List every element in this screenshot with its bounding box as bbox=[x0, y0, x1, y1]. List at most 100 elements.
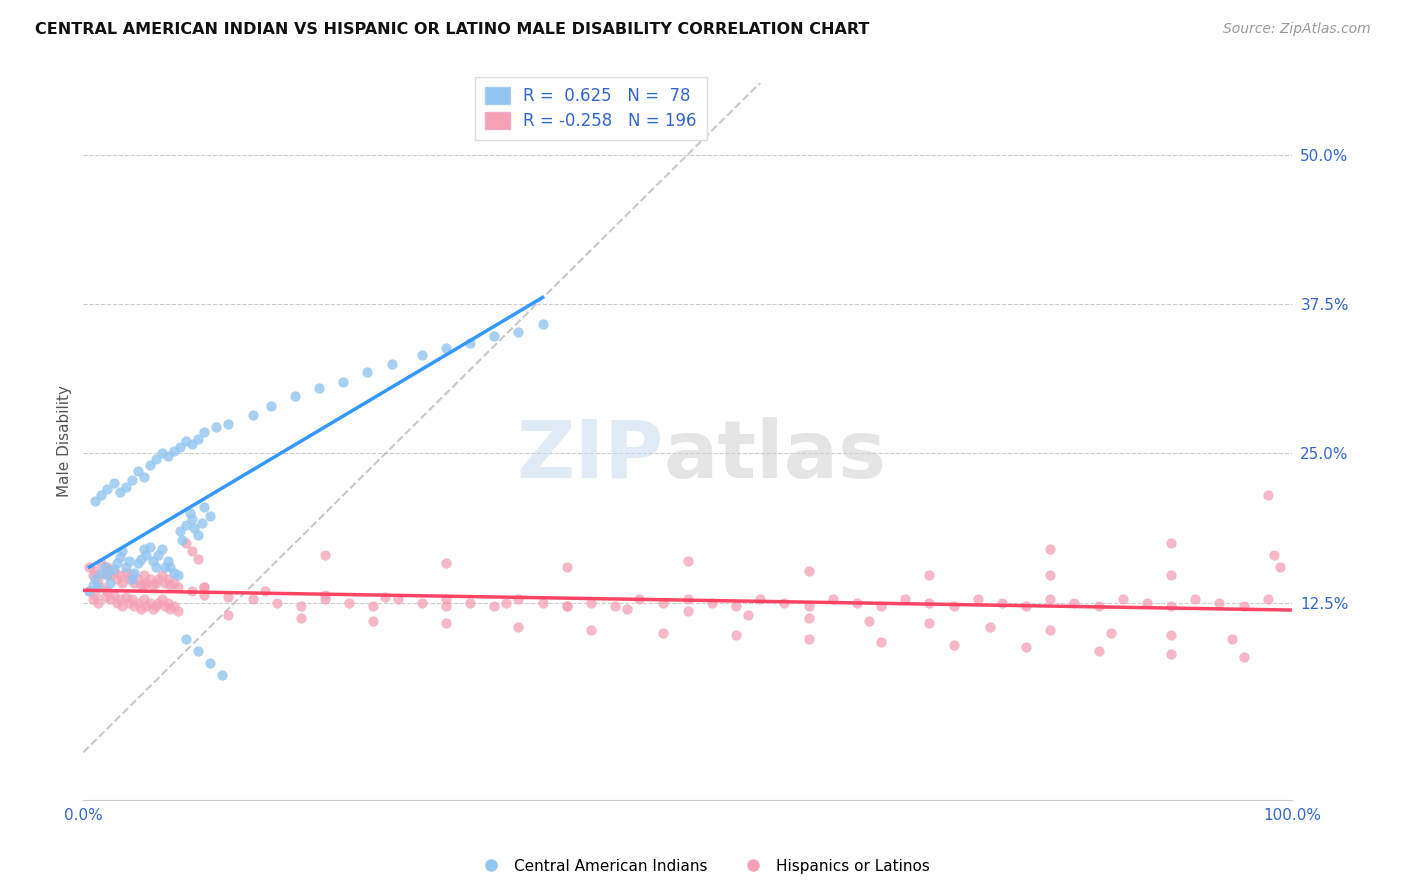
Point bbox=[508, 325, 530, 339]
Point bbox=[579, 624, 602, 638]
Point bbox=[179, 506, 201, 520]
Point bbox=[121, 592, 143, 607]
Point bbox=[142, 578, 165, 592]
Point bbox=[84, 572, 107, 586]
Point bbox=[193, 425, 215, 439]
Point bbox=[111, 575, 134, 590]
Point bbox=[652, 625, 675, 640]
Point bbox=[103, 562, 125, 576]
Point bbox=[308, 381, 330, 395]
Point bbox=[187, 643, 209, 657]
Point bbox=[253, 583, 276, 598]
Point bbox=[374, 590, 396, 604]
Point bbox=[82, 568, 104, 582]
Point bbox=[821, 592, 844, 607]
Point bbox=[174, 536, 197, 550]
Point bbox=[131, 551, 153, 566]
Point bbox=[434, 599, 457, 614]
Legend: R =  0.625   N =  78, R = -0.258   N = 196: R = 0.625 N = 78, R = -0.258 N = 196 bbox=[475, 77, 707, 140]
Point bbox=[145, 599, 167, 614]
Point bbox=[90, 566, 112, 580]
Point bbox=[259, 399, 281, 413]
Point bbox=[132, 470, 155, 484]
Point bbox=[411, 348, 433, 362]
Point bbox=[163, 575, 186, 590]
Point bbox=[87, 596, 110, 610]
Point bbox=[1039, 542, 1062, 557]
Point bbox=[894, 592, 917, 607]
Point bbox=[749, 592, 772, 607]
Point bbox=[858, 614, 880, 628]
Point bbox=[652, 596, 675, 610]
Point bbox=[155, 560, 177, 574]
Point bbox=[458, 336, 481, 351]
Point bbox=[96, 483, 118, 497]
Point bbox=[98, 592, 121, 607]
Point bbox=[508, 592, 530, 607]
Point bbox=[122, 599, 145, 614]
Point bbox=[411, 596, 433, 610]
Point bbox=[114, 566, 136, 580]
Point bbox=[290, 599, 312, 614]
Point bbox=[942, 638, 965, 652]
Point bbox=[121, 572, 143, 586]
Point bbox=[314, 548, 336, 562]
Point bbox=[918, 596, 941, 610]
Point bbox=[114, 480, 136, 494]
Point bbox=[724, 628, 747, 642]
Point bbox=[118, 554, 141, 568]
Point bbox=[84, 588, 107, 602]
Point bbox=[174, 434, 197, 449]
Point bbox=[155, 599, 177, 614]
Point bbox=[555, 599, 578, 614]
Point bbox=[797, 564, 820, 578]
Point bbox=[163, 599, 186, 614]
Point bbox=[98, 568, 121, 582]
Point bbox=[183, 520, 205, 534]
Point bbox=[159, 560, 181, 574]
Point bbox=[434, 592, 457, 607]
Point bbox=[166, 580, 188, 594]
Point bbox=[363, 599, 385, 614]
Point bbox=[79, 583, 101, 598]
Point bbox=[193, 588, 215, 602]
Point bbox=[121, 473, 143, 487]
Point bbox=[531, 318, 554, 332]
Point bbox=[132, 592, 155, 607]
Point bbox=[555, 560, 578, 574]
Point bbox=[603, 599, 626, 614]
Point bbox=[1268, 560, 1291, 574]
Point bbox=[555, 599, 578, 614]
Point bbox=[337, 596, 360, 610]
Point bbox=[181, 583, 204, 598]
Point bbox=[132, 568, 155, 582]
Y-axis label: Male Disability: Male Disability bbox=[58, 385, 72, 498]
Point bbox=[131, 602, 153, 616]
Point bbox=[82, 578, 104, 592]
Point bbox=[118, 596, 141, 610]
Point bbox=[174, 632, 197, 646]
Point bbox=[166, 568, 188, 582]
Point bbox=[1160, 568, 1182, 582]
Point bbox=[724, 599, 747, 614]
Point bbox=[217, 590, 239, 604]
Point bbox=[172, 533, 194, 547]
Text: CENTRAL AMERICAN INDIAN VS HISPANIC OR LATINO MALE DISABILITY CORRELATION CHART: CENTRAL AMERICAN INDIAN VS HISPANIC OR L… bbox=[35, 22, 869, 37]
Point bbox=[181, 512, 204, 526]
Point bbox=[145, 452, 167, 467]
Point bbox=[159, 602, 181, 616]
Point bbox=[131, 578, 153, 592]
Point bbox=[918, 616, 941, 631]
Point bbox=[966, 592, 988, 607]
Point bbox=[108, 568, 131, 582]
Point bbox=[1015, 640, 1038, 654]
Point bbox=[156, 449, 179, 463]
Point bbox=[1257, 488, 1279, 502]
Point bbox=[193, 580, 215, 594]
Point bbox=[356, 365, 378, 379]
Point bbox=[1184, 592, 1206, 607]
Point bbox=[127, 464, 149, 478]
Point bbox=[870, 599, 893, 614]
Point bbox=[200, 508, 222, 523]
Point bbox=[845, 596, 868, 610]
